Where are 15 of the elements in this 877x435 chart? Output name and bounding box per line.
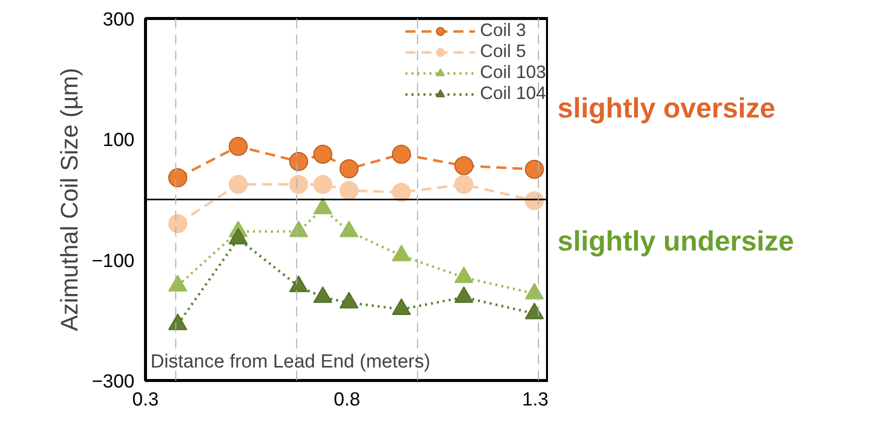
legend-label: Coil 104 [480,83,546,104]
text: slightly oversize [558,92,776,124]
x-tick-label: 1.3 [522,390,549,410]
legend-label: Coil 3 [480,20,526,41]
legend-label: Coil 103 [480,62,546,83]
x-axis-title: Distance from Lead End (meters) [150,352,430,372]
x-tick-label: 0.3 [132,390,159,410]
x-tick-label: 0.8 [334,390,360,410]
y-tick-label: 100 [102,130,134,152]
y-tick-label: −100 [92,250,134,272]
text: slightly undersize [558,226,794,256]
y-axis-title: Azimuthal Coil Size (µm) [56,68,84,332]
y-tick-label: 300 [102,10,134,30]
y-tick-label: −300 [92,372,134,392]
legend-label: Coil 5 [480,41,526,62]
